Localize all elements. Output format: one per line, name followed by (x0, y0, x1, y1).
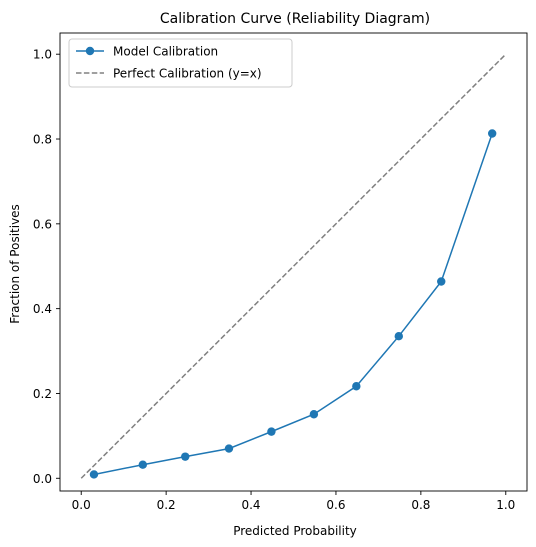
y-tick-label: 0.6 (33, 217, 52, 231)
data-point (224, 444, 234, 453)
legend-label-0: Model Calibration (113, 45, 218, 59)
data-point (267, 427, 276, 436)
data-point (394, 332, 403, 341)
x-tick-label: 0.2 (157, 498, 176, 512)
data-point (437, 277, 446, 286)
legend-marker-0 (85, 46, 95, 56)
y-tick-label: 0.4 (33, 302, 52, 316)
data-point (89, 470, 99, 479)
legend-box (68, 38, 293, 88)
data-point (138, 460, 147, 469)
x-tick-label: 0.4 (241, 498, 260, 512)
plot-area: 0.0 0.2 0.4 0.6 0.8 1.0 0.0 0.2 0.4 0.6 0.8 1.0 (33, 32, 528, 512)
data-point (352, 382, 361, 391)
x-tick-label: 1.0 (496, 498, 515, 512)
series-line-1 (80, 53, 507, 479)
x-tick-label: 0.0 (72, 498, 91, 512)
y-tick-label: 1.0 (33, 48, 52, 62)
y-tick-label: 0.2 (33, 387, 52, 401)
series-line-0 (93, 133, 493, 476)
y-tick-label: 0.0 (33, 472, 52, 486)
chart-title: Calibration Curve (Reliability Diagram) (160, 11, 430, 27)
data-point (181, 452, 190, 461)
legend-label-1: Perfect Calibration (y=x) (113, 67, 262, 81)
data-point (309, 410, 319, 419)
axes-frame (59, 32, 528, 492)
y-tick-label: 0.8 (33, 133, 52, 147)
data-point (487, 129, 497, 138)
x-axis-title: Predicted Probability (233, 524, 357, 538)
x-tick-label: 0.8 (411, 498, 430, 512)
x-tick-label: 0.6 (326, 498, 345, 512)
y-axis-title: Fraction of Positives (8, 204, 22, 324)
legend: Model Calibration Perfect Calibration (y=… (68, 38, 293, 88)
